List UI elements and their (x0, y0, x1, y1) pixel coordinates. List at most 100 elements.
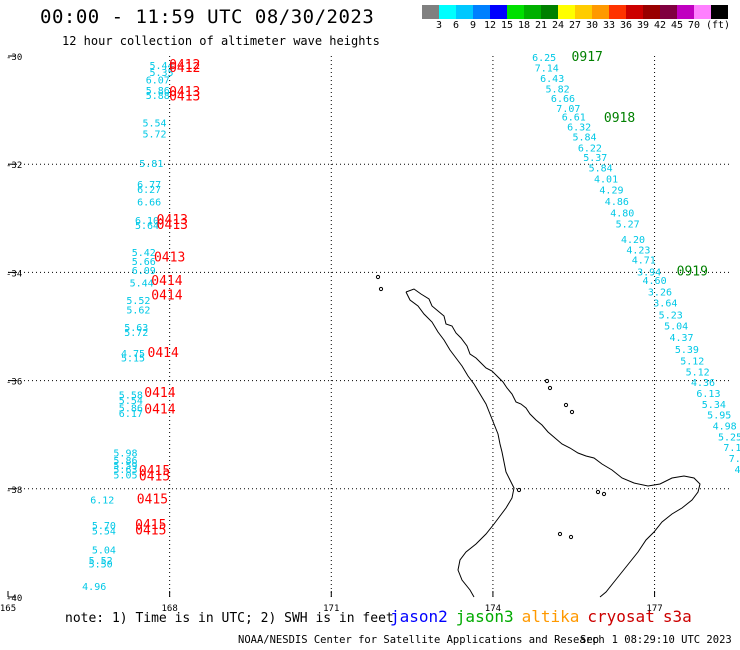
pass-time-label: 0414 (148, 346, 179, 361)
wave-height-value: 6.25 (532, 53, 556, 64)
island-outline (601, 491, 607, 497)
map-grid (8, 56, 730, 597)
wave-height-value: 7.37 (729, 454, 740, 465)
pass-time-label: 0413 (157, 213, 188, 228)
wave-height-value: 5.86 (113, 456, 137, 467)
wave-height-value: 6.32 (567, 122, 591, 133)
wave-height-value: 4.71 (632, 255, 656, 266)
legend-swatch (575, 5, 592, 19)
wave-height-value: 5.86 (119, 404, 143, 415)
wave-height-value: 5.54 (119, 396, 143, 407)
wave-height-value: 5.82 (546, 84, 570, 95)
legend-swatch (643, 5, 660, 19)
wave-height-value: 4.86 (605, 197, 629, 208)
wave-height-value: 5.63 (124, 323, 148, 334)
pass-time-label: 0414 (144, 402, 175, 417)
wave-height-value: 6.10 (135, 216, 159, 227)
legend-tick-label: 3 (435, 20, 443, 31)
legend-tick-label: 15 (500, 20, 514, 31)
longitude-label: 174 (485, 604, 501, 614)
west-altimeter-track: 5.445.356.075.865.885.545.725.816.776.27… (82, 58, 200, 593)
pass-time-label: 0415 (139, 464, 170, 479)
legend-tick-label: 45 (670, 20, 684, 31)
wave-height-value: 5.72 (143, 129, 167, 140)
new-zealand-coastline (375, 274, 701, 598)
wave-height-value: 5.12 (686, 367, 710, 378)
wave-height-value: 5.81 (139, 159, 163, 170)
pass-time-label: 0917 (572, 50, 603, 65)
legend-swatches (422, 5, 732, 19)
wave-height-value: 4.96 (82, 582, 106, 593)
wave-height-value: 6.12 (90, 496, 114, 507)
longitude-label: 171 (323, 604, 339, 614)
wave-height-value: 7.11 (723, 443, 740, 454)
legend-tick-label: 30 (585, 20, 599, 31)
wave-height-value: 5.64 (135, 221, 159, 232)
wave-height-value: 6.09 (132, 266, 156, 277)
legend-swatch (507, 5, 524, 19)
wave-height-value: 5.50 (89, 559, 113, 570)
pass-time-label: 0415 (139, 469, 170, 484)
longitude-label: 165 (0, 604, 16, 614)
island-outline (568, 534, 574, 540)
wave-height-value: 5.62 (126, 306, 150, 317)
wave-height-value: 5.98 (113, 449, 137, 460)
wave-height-value: 4.60 (643, 276, 667, 287)
wave-height-value: 5.88 (146, 91, 170, 102)
wave-height-value: 6.66 (137, 198, 161, 209)
wave-height-value: 5.72 (124, 328, 148, 339)
legend-swatch (541, 5, 558, 19)
mission-name: s3a (662, 607, 692, 626)
legend-tick-label: 70 (687, 20, 701, 31)
legend-labels: (ft) 3 6 9 12 15 18 21 24 27 30 33 36 39 42 45 70 (422, 19, 732, 33)
wave-height-value: 4.01 (594, 174, 618, 185)
pass-time-label: 0414 (151, 274, 182, 289)
island-outline (378, 286, 384, 292)
wave-height-value: 5.27 (616, 220, 640, 231)
legend-unit: (ft) (706, 20, 731, 31)
legend-swatch (609, 5, 626, 19)
island-outline (516, 487, 522, 493)
legend-swatch (711, 5, 728, 19)
wave-height-value: 4.20 (621, 235, 645, 246)
credit-line: NOAA/NESDIS Center for Satellite Applica… (238, 634, 605, 646)
wave-height-value: 6.13 (696, 389, 720, 400)
mission-name: altika (521, 607, 580, 626)
island-outline (557, 531, 563, 537)
wave-height-value: 3.94 (637, 267, 661, 278)
pass-time-label: 0413 (169, 85, 200, 100)
wave-height-value: 5.04 (92, 545, 116, 556)
legend-swatch (490, 5, 507, 19)
wave-height-value: 6.27 (137, 185, 161, 196)
pass-time-label: 0413 (154, 250, 185, 265)
latitude-label: -38 (6, 486, 22, 496)
wave-height-value: 5.44 (130, 279, 154, 290)
wave-height-value: 6.77 (137, 180, 161, 191)
wave-height-value: 7.14 (535, 63, 559, 74)
wave-height-value: 5.44 (150, 61, 174, 72)
pass-time-label: 0415 (137, 493, 168, 508)
wave-height-value: 3.26 (648, 287, 672, 298)
wave-height-value: 4.36 (691, 378, 715, 389)
wave-height-value: 6.17 (119, 409, 143, 420)
longitude-label: 177 (646, 604, 662, 614)
wave-height-value: 6.07 (146, 75, 170, 86)
wave-height-value: 4.9 (734, 465, 740, 476)
legend-tick-label: 36 (619, 20, 633, 31)
wave-height-value: 5.39 (675, 345, 699, 356)
wave-height-value: 5.63 (113, 465, 137, 476)
wave-height-value: 4.98 (713, 422, 737, 433)
legend-swatch (592, 5, 609, 19)
pass-time-label: 0413 (169, 90, 200, 105)
mission-name: jason3 (455, 607, 514, 626)
wave-height-value: 3.64 (653, 299, 677, 310)
wave-height-value: 5.52 (126, 296, 150, 307)
east-altimeter-track: 6.257.146.435.826.667.076.616.325.846.22… (532, 50, 740, 476)
wave-height-value: 5.15 (121, 353, 145, 364)
island-outline (544, 378, 550, 384)
legend-tick-label: 21 (534, 20, 548, 31)
wave-height-value: 5.59 (113, 461, 137, 472)
east-coastline (405, 288, 701, 598)
wave-height-value: 5.54 (143, 119, 167, 130)
